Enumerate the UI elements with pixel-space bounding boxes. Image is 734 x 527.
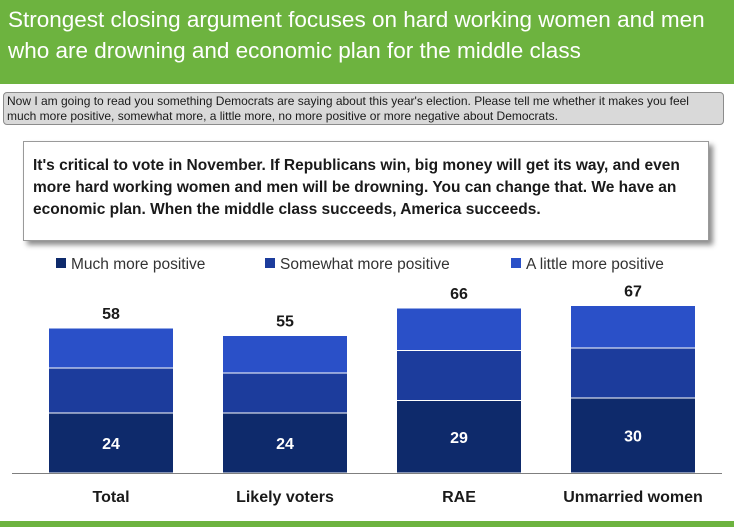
bar-segment-somewhat-more-positive-unmarried-women xyxy=(570,347,696,399)
statement-box: It's critical to vote in November. If Re… xyxy=(23,141,709,241)
bar-segment-somewhat-more-positive-rae xyxy=(396,350,522,401)
category-label-rae: RAE xyxy=(442,489,476,506)
category-label-likely-voters: Likely voters xyxy=(236,489,334,506)
legend-swatch-much-more xyxy=(56,258,66,268)
total-value-label-rae: 66 xyxy=(450,286,468,303)
footer-bar xyxy=(0,521,734,527)
total-value-label-total: 58 xyxy=(102,306,120,323)
legend-label-somewhat-more: Somewhat more positive xyxy=(280,256,450,273)
category-label-total: Total xyxy=(92,489,129,506)
bar-segment-somewhat-more-positive-total xyxy=(48,367,174,414)
total-value-label-unmarried-women: 67 xyxy=(624,284,642,301)
bar-segment-a-little-more-positive-rae xyxy=(396,307,522,351)
title-banner: Strongest closing argument focuses on ha… xyxy=(0,0,734,84)
segment-value-label-rae: 29 xyxy=(450,430,468,447)
bar-segment-much-more-positive-unmarried-women xyxy=(570,397,696,474)
bar-segment-a-little-more-positive-total xyxy=(48,327,174,369)
bar-segment-much-more-positive-total xyxy=(48,412,174,474)
legend-item-somewhat-more: Somewhat more positive xyxy=(265,256,450,276)
segment-value-label-total: 24 xyxy=(102,436,120,453)
total-value-label-likely-voters: 55 xyxy=(276,314,294,331)
legend-swatch-little-more xyxy=(511,258,521,268)
bar-segment-a-little-more-positive-likely-voters xyxy=(222,335,348,374)
legend-label-little-more: A little more positive xyxy=(526,256,664,273)
legend-label-much-more: Much more positive xyxy=(71,256,206,273)
legend-swatch-somewhat-more xyxy=(265,258,275,268)
question-box: Now I am going to read you something Dem… xyxy=(3,92,724,125)
segment-value-label-unmarried-women: 30 xyxy=(624,429,642,446)
legend-item-much-more: Much more positive xyxy=(56,256,205,276)
bar-segment-somewhat-more-positive-likely-voters xyxy=(222,372,348,414)
category-label-unmarried-women: Unmarried women xyxy=(563,489,703,506)
slide-title: Strongest closing argument focuses on ha… xyxy=(8,7,705,63)
legend-item-little-more: A little more positive xyxy=(511,256,664,276)
bar-segment-a-little-more-positive-unmarried-women xyxy=(570,305,696,349)
segment-value-label-likely-voters: 24 xyxy=(276,436,294,453)
bar-segment-much-more-positive-likely-voters xyxy=(222,412,348,474)
